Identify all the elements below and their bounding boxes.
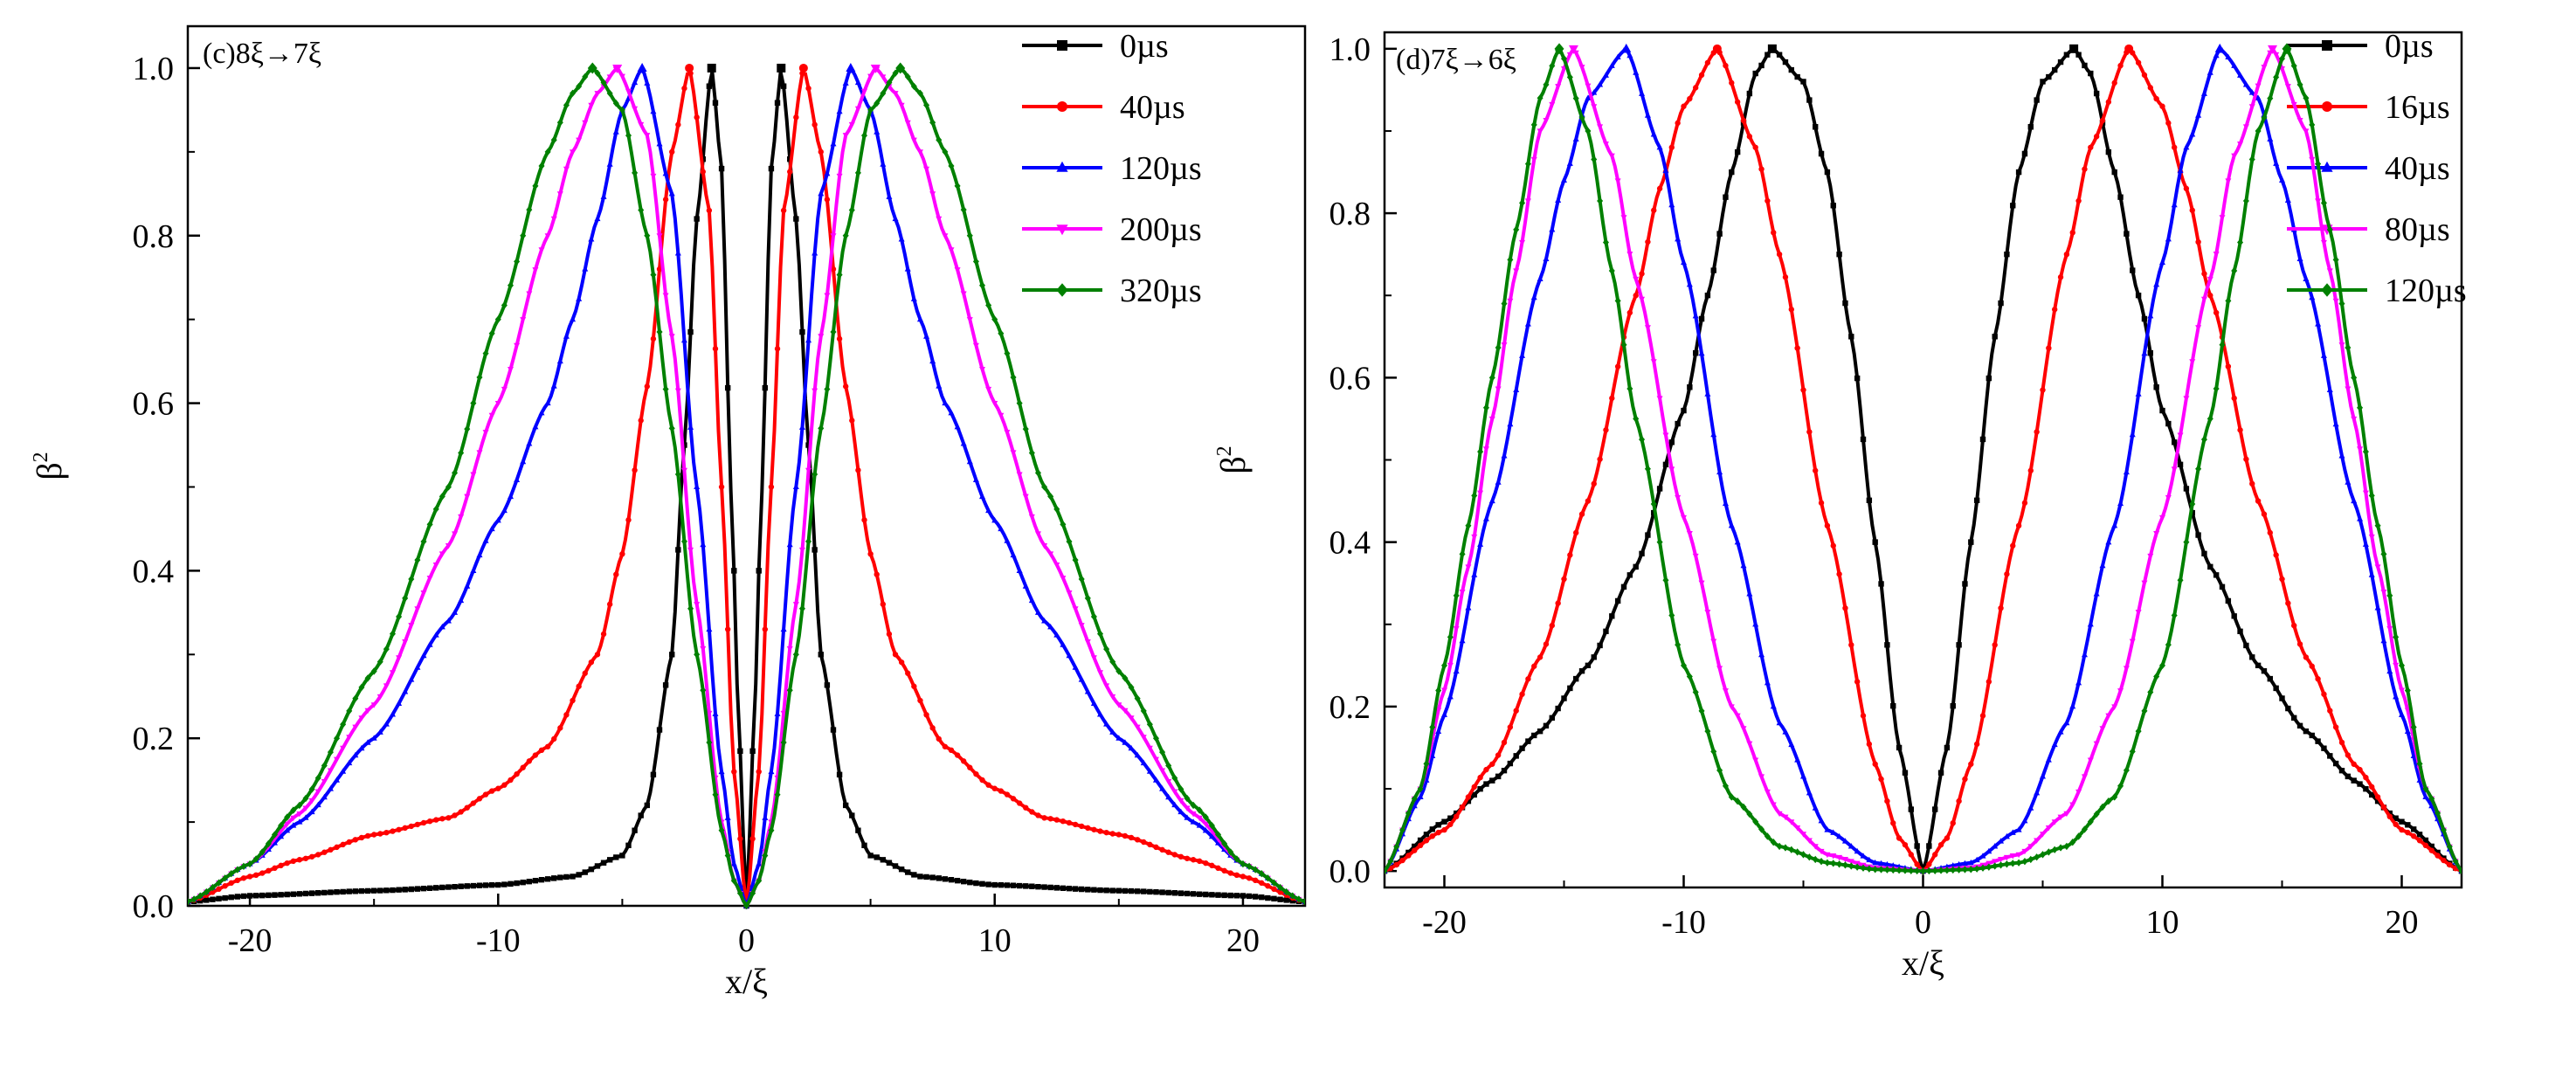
- y-axis-label: β2: [1213, 445, 1253, 473]
- x-tick-label: 0: [1915, 904, 1931, 941]
- peak-point: [2268, 45, 2278, 54]
- legend-label: 0µs: [2385, 28, 2434, 65]
- plot-frame: [1383, 31, 2463, 889]
- series-markers-40µs: [1385, 47, 2462, 873]
- y-tick-label: 1.0: [1329, 31, 1371, 68]
- series-markers-0µs: [188, 83, 1305, 909]
- series-markers-16µs: [1385, 49, 2462, 874]
- y-tick-label: 0.6: [133, 386, 175, 423]
- y-tick-label: 0.8: [133, 218, 175, 255]
- legend-marker: [2321, 283, 2333, 297]
- y-tick-label: 0.2: [1329, 689, 1371, 726]
- series-200µs: [188, 64, 1305, 909]
- series-line-320µs: [188, 66, 1305, 909]
- legend-marker: [1057, 101, 1067, 112]
- peak-point: [1712, 44, 1722, 53]
- x-tick-label: 0: [738, 922, 755, 959]
- x-tick-label: -20: [228, 922, 273, 959]
- series-line-16µs: [1385, 46, 2462, 873]
- x-axis-label: x/ξ: [725, 962, 768, 1001]
- peak-point: [587, 62, 597, 74]
- legend-label: 200µs: [1120, 211, 1202, 248]
- series-markers-0µs: [1385, 46, 2462, 874]
- series-line-80µs: [1385, 46, 2462, 873]
- legend-label: 320µs: [1120, 273, 1202, 309]
- legend-label: 120µs: [2385, 273, 2467, 309]
- panel-title: (d)7ξ→6ξ: [1396, 44, 1516, 76]
- series-markers-40µs: [188, 70, 1305, 909]
- peak-point: [1554, 43, 1564, 55]
- legend-marker: [2322, 101, 2332, 112]
- peak-point: [870, 64, 881, 73]
- peak-point: [637, 62, 647, 72]
- legend-marker: [2322, 40, 2332, 51]
- x-tick-label: -10: [1661, 904, 1706, 941]
- legend-label: 40µs: [1120, 89, 1185, 126]
- legend-marker: [1056, 224, 1068, 236]
- series-120µs: [1385, 43, 2462, 875]
- series-80µs: [1385, 45, 2462, 875]
- series-line-120µs: [1385, 48, 2462, 873]
- legend-marker: [2321, 161, 2333, 172]
- series-320µs: [188, 62, 1305, 909]
- legend-marker: [1057, 40, 1067, 51]
- x-tick-label: -20: [1422, 904, 1467, 941]
- series-40µs: [188, 63, 1305, 909]
- legend-label: 40µs: [2385, 150, 2450, 187]
- x-tick-label: 10: [978, 922, 1012, 959]
- y-tick-label: 0.2: [133, 721, 175, 757]
- series-line-40µs: [188, 71, 1305, 907]
- y-tick-label: 0.4: [1329, 525, 1371, 562]
- series-markers-80µs: [1385, 50, 2462, 875]
- chart-panel-c: -20 -10 0 10 20 0.0 0.2 0.4 0.6 0.8 1.0 x/ξ β2 (c)8ξ→…: [30, 24, 1307, 1001]
- series-markers-120µs: [1385, 46, 2462, 875]
- legend-marker: [1056, 283, 1068, 297]
- series-markers-320µs: [188, 65, 1305, 909]
- peak-point: [612, 64, 623, 73]
- y-axis-label: β2: [30, 452, 69, 480]
- peak-point: [707, 63, 716, 73]
- legend-label: 80µs: [2385, 211, 2450, 248]
- x-tick-label: 20: [2386, 904, 2419, 941]
- x-tick-label: 10: [2146, 904, 2179, 941]
- legend-label: 16µs: [2385, 89, 2450, 126]
- y-tick-label: 0.0: [1329, 853, 1371, 890]
- chart-panel-d: -20 -10 0 10 20 0.0 0.2 0.4 0.6 0.8 1.0 x/ξ β2 (d)7ξ→…: [1213, 28, 2467, 983]
- peak-point: [1621, 43, 1632, 52]
- legend-label: 120µs: [1120, 150, 1202, 187]
- y-tick-label: 0.6: [1329, 360, 1371, 397]
- peak-point: [798, 63, 808, 73]
- series-line-200µs: [188, 66, 1305, 909]
- peak-point: [1767, 44, 1777, 53]
- y-tick-label: 1.0: [133, 51, 175, 87]
- series-markers-120µs: [188, 66, 1305, 908]
- legend-marker: [1056, 161, 1068, 172]
- panel-title: (c)8ξ→7ξ: [203, 38, 321, 70]
- peak-point: [685, 63, 694, 73]
- series-0µs: [188, 63, 1305, 909]
- series-line-0µs: [188, 71, 1305, 907]
- peak-point: [2214, 43, 2225, 52]
- peak-point: [895, 62, 906, 74]
- peak-point: [2069, 44, 2079, 53]
- legend-label: 0µs: [1120, 28, 1169, 65]
- peak-point: [2124, 44, 2134, 53]
- y-tick-label: 0.4: [133, 553, 175, 590]
- series-line-0µs: [1385, 47, 2462, 878]
- x-tick-label: -10: [476, 922, 521, 959]
- y-tick-label: 0.8: [1329, 196, 1371, 232]
- series-line-40µs: [1385, 47, 2462, 873]
- peak-point: [846, 62, 856, 72]
- series-120µs: [188, 62, 1305, 909]
- peak-point: [777, 63, 786, 73]
- series-line-120µs: [188, 66, 1305, 909]
- y-tick-label: 0.0: [133, 888, 175, 925]
- x-tick-label: 20: [1226, 922, 1260, 959]
- peak-point: [1568, 45, 1578, 54]
- peak-point: [2282, 43, 2292, 55]
- series-markers-200µs: [188, 66, 1305, 909]
- x-axis-label: x/ξ: [1902, 943, 1944, 983]
